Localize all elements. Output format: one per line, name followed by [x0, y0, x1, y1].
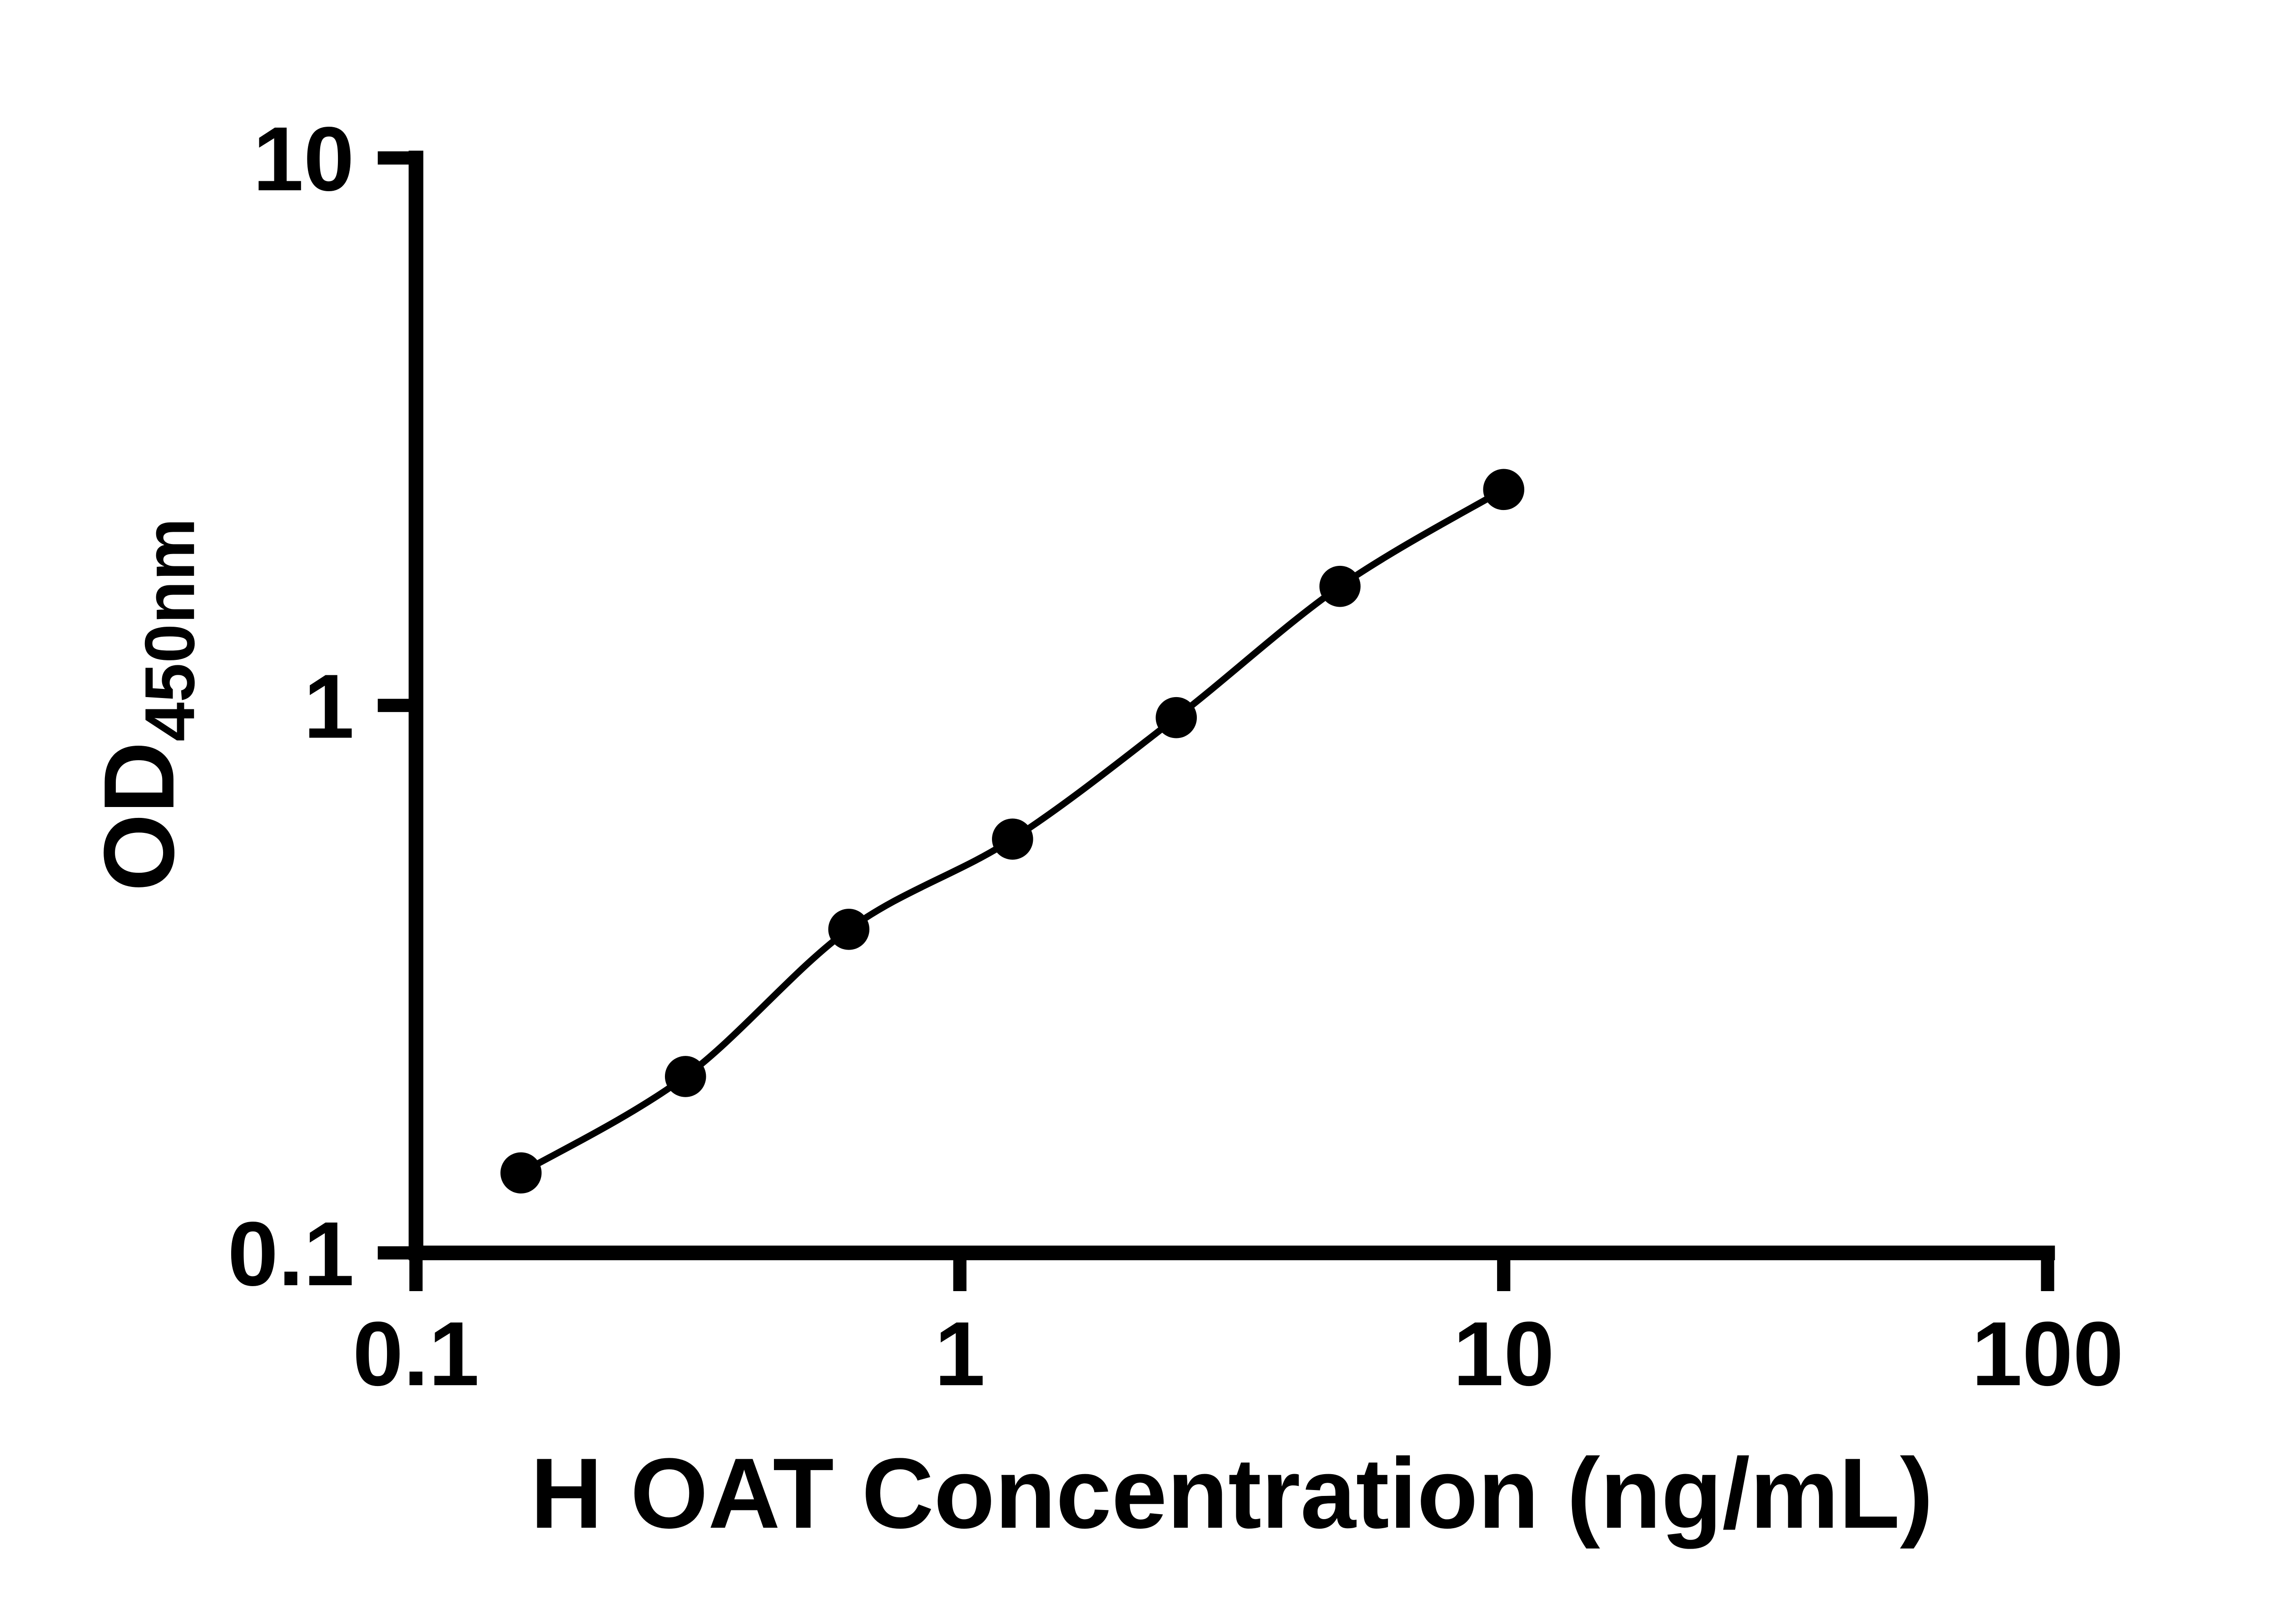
- data-point: [500, 1152, 542, 1194]
- axis-spines: [408, 150, 2055, 1261]
- data-point: [828, 909, 870, 950]
- y-tick-label: 10: [253, 108, 354, 210]
- y-axis-title-subscript: 450nm: [130, 518, 209, 742]
- x-tick-label: 100: [1972, 1302, 2124, 1405]
- y-tick-label: 1: [303, 655, 354, 758]
- y-axis-title-main: OD: [83, 742, 195, 891]
- y-tick-label: 0.1: [228, 1203, 354, 1305]
- y-axis-title: OD450nm: [83, 518, 209, 891]
- data-point: [1483, 469, 1524, 510]
- x-tick-label: 0.1: [352, 1302, 479, 1405]
- data-point: [992, 818, 1033, 860]
- x-tick-label: 1: [934, 1302, 985, 1405]
- x-tick-label: 10: [1453, 1302, 1554, 1405]
- data-point: [1319, 565, 1361, 607]
- x-axis-title: H OAT Concentration (ng/mL): [531, 1437, 1934, 1549]
- data-point: [664, 1056, 706, 1097]
- svg-text:OD450nm: OD450nm: [83, 518, 209, 891]
- plot-area: 0.1 1 10 100 0.1 1 10: [228, 108, 2123, 1405]
- data-point: [1155, 697, 1197, 738]
